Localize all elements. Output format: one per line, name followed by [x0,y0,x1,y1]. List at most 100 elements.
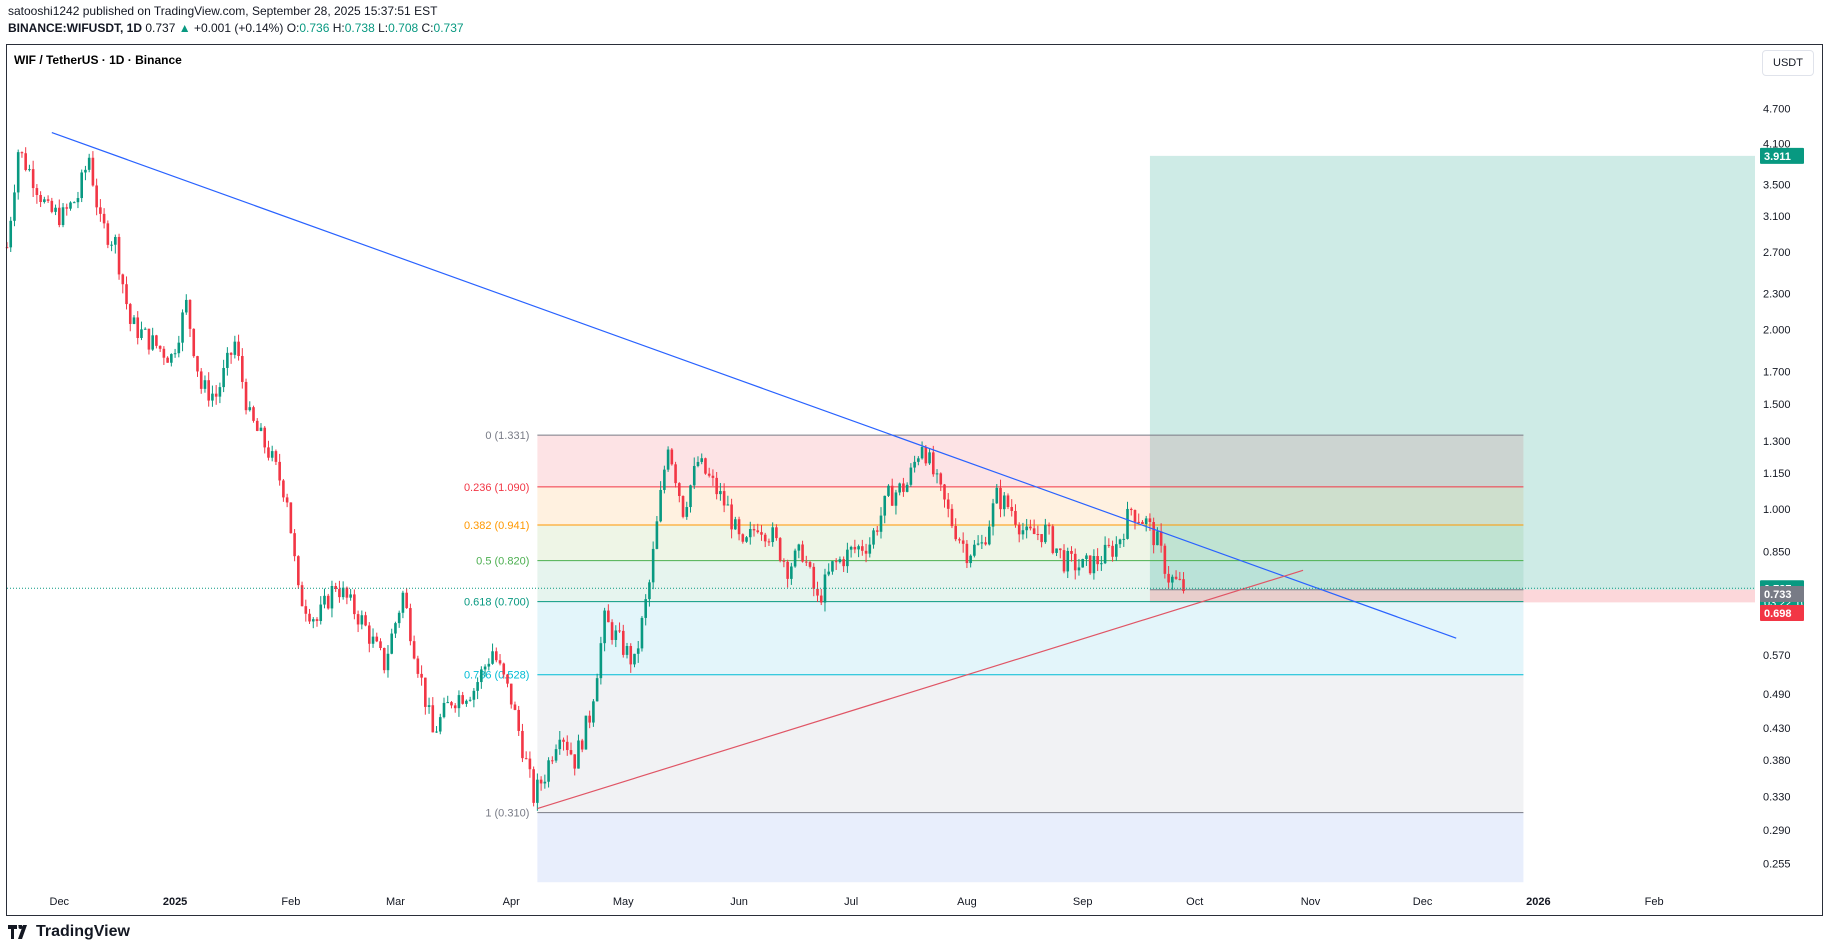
candle-2025-04-05 [524,751,528,760]
candle-2025-02-28 [390,628,394,655]
candle-2025-09-08 [1107,538,1111,548]
x-tick-oct: Oct [1186,896,1203,908]
candle-body [248,407,252,411]
candle-2025-08-10 [999,479,1002,518]
candle-2025-02-24 [375,632,379,643]
candle-2025-05-23 [704,457,707,475]
candle-2025-03-15 [446,695,450,704]
candle-body [580,740,584,750]
chart-frame [6,44,1823,916]
candle-2025-07-30 [958,537,961,544]
candle-body [969,555,972,564]
candle-body [394,623,397,634]
candle-2025-08-09 [995,484,999,504]
candle-body [674,464,677,484]
candle-body [1040,534,1043,543]
candle-body [838,559,842,563]
publish-info: satooshi1242 published on TradingView.co… [8,4,438,18]
candle-body [752,528,756,531]
candle-2025-01-03 [181,309,184,352]
candle-body [203,380,207,389]
candle-body [424,677,427,707]
candle-body [125,284,128,305]
candle-2025-09-22 [1159,523,1163,553]
candle-2025-08-31 [1077,558,1081,576]
candle-2025-09-05 [1096,548,1099,572]
candle-2025-02-03 [297,555,300,589]
candle-body [349,594,352,598]
candle-2024-11-30 [54,204,57,216]
candle-body [722,491,726,506]
candle-2025-01-06 [192,328,196,358]
last-price: 0.737 [145,21,176,35]
candle-body [790,566,793,579]
candle-2025-06-01 [737,516,741,541]
candle-body [711,475,715,478]
candle-body [857,546,860,550]
candle-2025-08-25 [1055,548,1058,557]
candle-body [670,449,674,465]
candle-2025-02-22 [367,622,371,653]
candle-2025-04-30 [618,622,621,633]
candle-body [353,594,356,615]
candle-body [554,749,558,761]
candle-body [980,542,984,544]
candle-2025-07-23 [931,445,935,477]
candle-body [666,449,670,470]
candle-2025-06-11 [775,524,778,541]
open-label: O: [286,21,300,35]
candle-2025-06-03 [745,536,748,543]
candle-body [1159,531,1163,546]
candle-body [297,556,300,586]
candle-body [655,521,659,549]
high-value: 0.738 [344,21,375,35]
candle-2025-03-02 [397,610,401,628]
high-label: H: [332,21,345,35]
candle-2025-05-26 [715,471,718,500]
y-tick-2.700: 2.700 [1763,247,1791,259]
y-tick-2.000: 2.000 [1763,325,1791,337]
chart-title: WIF / TetherUS · 1D · Binance [14,53,182,67]
tradingview-logo[interactable]: TradingView [8,923,130,941]
candle-body [155,335,158,346]
open-value: 0.736 [299,21,330,35]
candle-body [539,779,543,784]
candle-2025-01-19 [241,348,244,389]
candle-body [1055,548,1058,553]
candle-2025-03-06 [412,635,416,660]
candle-body [681,495,685,517]
candle-body [1077,567,1081,571]
target-price-tag-bg [1760,147,1804,164]
trendline-descending-resistance [51,131,1457,639]
candle-2024-12-11 [95,178,98,216]
candle-body [1111,545,1114,557]
candle-body [808,562,812,567]
candle-body [20,152,24,154]
candle-body [341,587,345,598]
symbol-interval[interactable]: BINANCE:WIFUSDT, 1D [8,21,142,35]
candle-2025-05-01 [621,624,625,658]
candle-2025-05-14 [670,448,674,466]
candle-body [595,678,599,702]
candle-2024-11-18 [9,216,13,252]
candle-2025-04-11 [547,757,550,788]
candle-body [308,613,311,622]
candle-2025-08-05 [980,534,984,549]
candle-body [293,533,296,557]
candle-body [775,527,778,539]
currency-button[interactable]: USDT [1762,50,1814,76]
candle-2024-12-12 [99,199,102,222]
candle-body [57,207,61,226]
candle-body [625,646,629,655]
candle-2025-01-10 [207,372,210,407]
candle-2024-11-20 [16,149,20,200]
x-tick-mar: Mar [386,896,405,908]
candle-body [95,185,98,208]
candle-2025-04-22 [588,710,591,729]
candle-2024-12-01 [57,199,61,228]
candle-2025-08-11 [1002,492,1006,517]
symbol-ohlc-line: BINANCE:WIFUSDT, 1D 0.737 ▲ +0.001 (+0.1… [8,21,464,36]
candle-2025-01-25 [263,426,267,454]
candle-body [958,539,961,541]
